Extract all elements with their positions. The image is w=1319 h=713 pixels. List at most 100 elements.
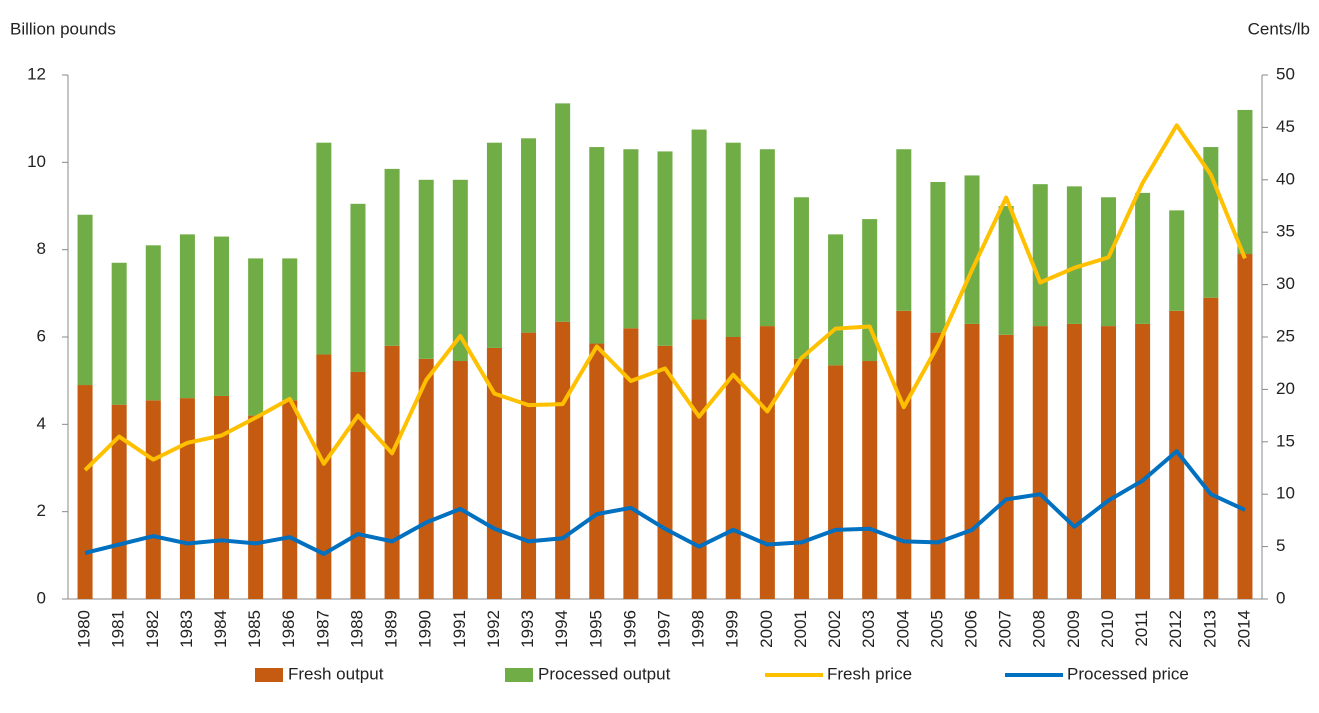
bar-segment — [486, 142, 502, 348]
bar-segment — [145, 245, 161, 401]
x-tick-label: 2013 — [1200, 610, 1219, 648]
x-tick-label: 1985 — [245, 610, 264, 648]
bar-segment — [316, 142, 332, 355]
y-tick-label: 0 — [37, 588, 46, 607]
bar-segment — [998, 334, 1014, 599]
x-tick-label: 1989 — [382, 610, 401, 648]
bar-segment — [1100, 326, 1116, 599]
bar-segment — [589, 147, 605, 344]
bar-segment — [1237, 109, 1253, 255]
bar-segment — [521, 138, 537, 333]
bar-segment — [623, 149, 639, 329]
y2-tick-label: 45 — [1276, 117, 1295, 136]
bar-segment — [1169, 310, 1185, 599]
bar-segment — [828, 365, 844, 599]
x-tick-label: 2009 — [1064, 610, 1083, 648]
bar-segment — [691, 319, 707, 599]
x-tick-label: 1988 — [347, 610, 366, 648]
y2-tick-label: 25 — [1276, 326, 1295, 345]
bar-segment — [316, 354, 332, 599]
x-tick-label: 2012 — [1166, 610, 1185, 648]
bar-segment — [691, 129, 707, 320]
bar-segment — [555, 321, 571, 599]
x-tick-label: 1981 — [109, 610, 128, 648]
bar-segment — [214, 236, 230, 396]
x-tick-label: 1997 — [654, 610, 673, 648]
y-axis-label: Billion pounds — [10, 19, 116, 38]
x-tick-label: 1983 — [177, 610, 196, 648]
bar-segment — [623, 328, 639, 599]
bar-segment — [486, 347, 502, 599]
bar-segment — [964, 323, 980, 599]
y-tick-label: 4 — [37, 414, 46, 433]
bar-segment — [896, 310, 912, 599]
y2-tick-label: 40 — [1276, 169, 1295, 188]
y2-tick-label: 30 — [1276, 274, 1295, 293]
line — [84, 449, 1246, 556]
bar-segment — [1135, 323, 1151, 599]
x-tick-label: 1995 — [586, 610, 605, 648]
bar-segment — [350, 203, 366, 372]
x-tick-label: 1987 — [313, 610, 332, 648]
x-tick-label: 2006 — [962, 610, 981, 648]
x-tick-label: 1993 — [518, 610, 537, 648]
bar-segment — [179, 234, 195, 399]
bar-segment — [77, 214, 93, 386]
bar-segment — [930, 332, 946, 599]
x-tick-label: 2004 — [893, 610, 912, 648]
bar-segment — [759, 326, 775, 599]
bar-segment — [111, 404, 127, 599]
x-tick-label: 1986 — [279, 610, 298, 648]
x-tick-label: 2007 — [996, 610, 1015, 648]
x-tick-label: 1991 — [450, 610, 469, 648]
x-tick-label: 1982 — [143, 610, 162, 648]
bar-segment — [179, 398, 195, 599]
x-tick-label: 1992 — [484, 610, 503, 648]
y-tick-label: 10 — [27, 152, 46, 171]
bar-segment — [452, 179, 468, 362]
bar-segment — [930, 181, 946, 333]
bar-segment — [248, 415, 264, 599]
y2-tick-label: 0 — [1276, 588, 1285, 607]
x-tick-label: 2011 — [1132, 610, 1151, 647]
x-tick-label: 2008 — [1030, 610, 1049, 648]
bar-segment — [248, 258, 264, 416]
y2-axis-label: Cents/lb — [1248, 19, 1310, 38]
x-tick-label: 2014 — [1234, 610, 1253, 648]
bar-segment — [1066, 323, 1082, 599]
bar-segment — [1066, 186, 1082, 324]
bar-segment — [1237, 254, 1253, 600]
bar-segment — [1203, 297, 1219, 599]
bar-segment — [418, 358, 434, 599]
bar-segment — [1169, 210, 1185, 311]
y2-tick-label: 5 — [1276, 536, 1285, 555]
bar-segment — [1032, 326, 1048, 599]
x-tick-label: 1980 — [75, 610, 94, 648]
bar-segment — [214, 395, 230, 599]
x-tick-label: 1996 — [620, 610, 639, 648]
x-tick-label: 1999 — [723, 610, 742, 648]
bar-segment — [111, 262, 127, 405]
x-tick-label: 1994 — [552, 610, 571, 648]
bar-segment — [521, 332, 537, 599]
x-tick-label: 1998 — [689, 610, 708, 648]
legend-label: Fresh output — [288, 664, 384, 683]
bar-segment — [793, 358, 809, 599]
legend-swatch — [505, 668, 533, 682]
x-tick-label: 1990 — [416, 610, 435, 648]
bar-segment — [1032, 184, 1048, 327]
legend-label: Processed price — [1067, 664, 1189, 683]
bar-segment — [145, 400, 161, 599]
legend-swatch — [255, 668, 283, 682]
bar-segment — [350, 371, 366, 599]
bar-segment — [862, 361, 878, 599]
bar-segment — [1135, 192, 1151, 324]
bar-segment — [725, 142, 741, 337]
bar-segment — [657, 151, 673, 346]
bar-segment — [998, 206, 1014, 335]
y2-tick-label: 20 — [1276, 379, 1295, 398]
legend-label: Fresh price — [827, 664, 912, 683]
y-tick-label: 8 — [37, 239, 46, 258]
y2-tick-label: 50 — [1276, 64, 1295, 83]
